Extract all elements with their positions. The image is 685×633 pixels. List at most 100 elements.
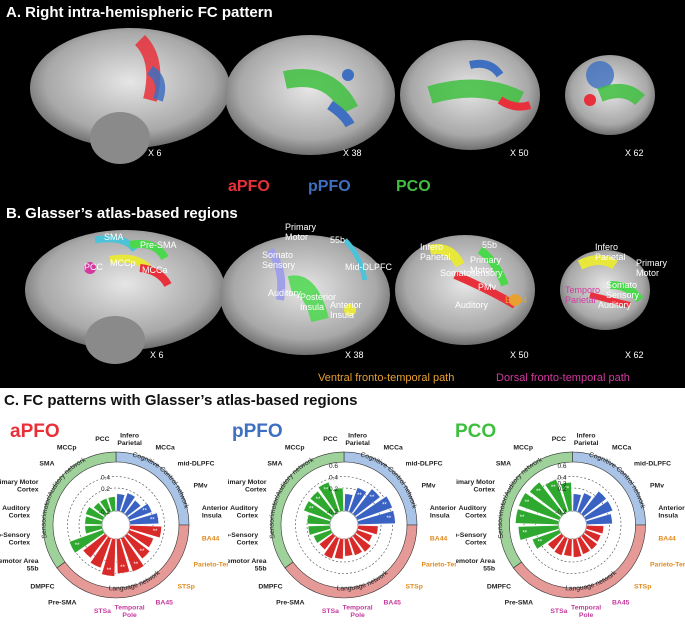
ring-sensorimotor	[499, 451, 573, 569]
slice-label: X 38	[345, 350, 364, 360]
polar-bar	[532, 529, 562, 550]
roi-label: Somatosensory	[440, 268, 503, 278]
region-label: mid-DLPFC	[178, 461, 215, 468]
roi-label: PCC	[84, 262, 104, 272]
region-label: DMPFC	[30, 584, 54, 591]
polar-bar	[90, 536, 112, 569]
legend-apfo: aPFO	[228, 178, 270, 195]
region-label: BA44	[202, 536, 220, 543]
significance-stars: **	[520, 515, 525, 521]
region-label: MCCa	[612, 445, 631, 452]
roi-label: Posterior Insula	[300, 292, 337, 312]
polar-bar	[85, 506, 105, 521]
slice-label: X 62	[625, 148, 644, 158]
region-label: mid-DLPFC	[634, 461, 671, 468]
region-label: Auditory Cortex	[230, 505, 258, 520]
roi-label: MCCa	[142, 265, 168, 275]
region-label: MCCp	[57, 445, 77, 452]
slice-label: X 50	[510, 350, 529, 360]
region-label: PCC	[95, 436, 109, 443]
region-label: Parieto-Temporal	[650, 562, 685, 569]
polar-bar	[69, 529, 105, 554]
legend-ppfo: pPFO	[308, 178, 351, 195]
inner-circle	[101, 510, 131, 540]
legend-pco: PCO	[396, 178, 431, 195]
polar-bar	[84, 525, 103, 535]
polar-bar	[357, 525, 379, 535]
brain-a-x62	[565, 55, 655, 135]
region-label: STSa	[322, 608, 339, 615]
region-label: SMA	[39, 461, 54, 468]
region-label: SMA	[267, 461, 282, 468]
region-label: MCCa	[156, 445, 175, 452]
brain-b-x38	[220, 235, 390, 355]
region-label: PCC	[323, 436, 337, 443]
region-label: Anterior Insula	[202, 505, 228, 520]
roi-label: MCCp	[110, 258, 136, 268]
polar-bar	[352, 533, 372, 553]
roi-label: Primary Motor	[470, 255, 501, 275]
region-label: Infero Parietal	[117, 433, 142, 447]
polar-bar	[560, 482, 573, 512]
polar-bar	[344, 493, 354, 512]
panel-c-title: C. FC patterns with Glasser’s atlas-base…	[4, 392, 358, 409]
region-label: BA45	[612, 600, 630, 607]
grid-circle	[523, 476, 622, 574]
brain-b-x62	[560, 250, 650, 330]
region-label: Pre-SMA	[48, 600, 76, 607]
polar-bar	[352, 488, 381, 517]
polar-bar	[129, 525, 162, 539]
polar-bar	[319, 533, 336, 550]
region-label: Temporal Pole	[343, 604, 373, 619]
polar-bar	[563, 538, 573, 557]
polar-bar	[580, 533, 598, 550]
tick-label: 0.4	[101, 475, 110, 482]
region-label: BA45	[156, 600, 174, 607]
region-label: MCCp	[513, 445, 533, 452]
polar-bar	[357, 510, 396, 525]
tick-label: 0.4	[329, 475, 338, 482]
roi-label: 55b	[482, 240, 498, 250]
region-label: BA44	[430, 536, 448, 543]
roi-label: Infero Parietal	[595, 242, 626, 262]
grid-circle	[306, 487, 382, 563]
chart-title-pco: PCO	[455, 421, 497, 442]
significance-stars: **	[150, 517, 155, 523]
polar-bar	[318, 481, 340, 514]
polar-bar	[127, 529, 154, 548]
region-label: Auditory Cortex	[459, 505, 487, 520]
roi-label: Temporo Parietal	[565, 285, 601, 305]
polar-bar	[583, 529, 602, 543]
significance-stars: **	[551, 485, 556, 491]
significance-stars: **	[75, 543, 80, 549]
polar-bar	[554, 536, 569, 556]
region-label: DMPFC	[487, 584, 511, 591]
significance-stars: **	[142, 508, 147, 514]
region-label: mid-DLPFC	[406, 461, 443, 468]
brain-b-x6	[25, 230, 225, 364]
roi-label: Primary Motor	[285, 222, 316, 242]
significance-stars: **	[316, 497, 321, 503]
polar-bar	[334, 538, 344, 560]
polar-bar	[547, 533, 565, 550]
significance-stars: **	[522, 531, 527, 537]
significance-stars: **	[564, 487, 569, 493]
tick-label: 0.2	[101, 486, 110, 493]
brain-a-x6	[30, 28, 230, 164]
polar-bar	[333, 487, 344, 512]
region-label: STSa	[94, 608, 111, 615]
significance-stars: **	[140, 549, 145, 555]
region-label: Parieto-Temporal	[194, 562, 229, 569]
ring-sensorimotor	[42, 451, 117, 569]
grid-circle	[67, 476, 165, 574]
polar-bar	[101, 538, 116, 577]
roi-label: BA44	[505, 295, 528, 305]
significance-stars: **	[357, 493, 362, 499]
region-label: PMv	[650, 483, 664, 490]
region-label: Infero Parietal	[345, 433, 370, 447]
